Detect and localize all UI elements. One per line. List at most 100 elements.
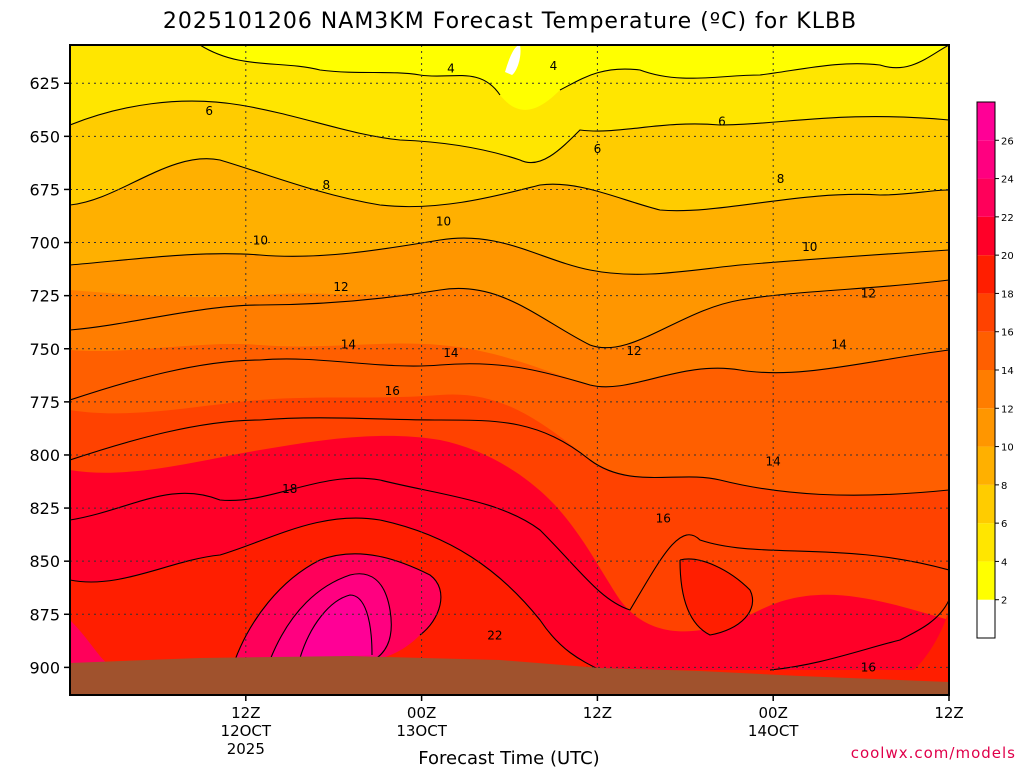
contour-line-right-warm xyxy=(679,558,754,636)
contour-label: 12 xyxy=(333,280,348,294)
contour-line-8 xyxy=(70,158,949,212)
contour-label: 12 xyxy=(861,287,876,301)
x-tick-label: 2025 xyxy=(227,740,265,758)
band-fill-right-corner xyxy=(900,610,949,695)
contour-label: 8 xyxy=(323,178,331,192)
colorbar-label: 2 xyxy=(1001,596,1007,607)
contour-label: 16 xyxy=(861,660,876,674)
x-tick-label: 12Z xyxy=(231,704,260,722)
contour-label: 6 xyxy=(718,114,726,128)
contour-line-10 xyxy=(70,237,949,275)
contour-label: 14 xyxy=(341,338,356,352)
contour-line-4-right xyxy=(559,45,949,91)
band-fill-right-warm xyxy=(680,559,753,635)
colorbar-label: 20 xyxy=(1001,251,1014,262)
contour-line-26 xyxy=(299,594,373,659)
y-tick-label: 650 xyxy=(29,127,60,146)
y-tick-label: 850 xyxy=(29,552,60,571)
colorbar-swatch xyxy=(977,446,995,485)
contour-label: 4 xyxy=(447,61,455,75)
contour-line-22 xyxy=(234,553,442,661)
colorbar-label: 14 xyxy=(1001,366,1014,377)
chart-title: 2025101206 NAM3KM Forecast Temperature (… xyxy=(163,9,857,34)
contour-line-12 xyxy=(70,279,949,349)
y-tick-label: 900 xyxy=(29,658,60,677)
x-tick-label: 12OCT xyxy=(221,722,272,740)
contour-label: 14 xyxy=(766,454,781,468)
colorbar-swatch xyxy=(977,140,995,179)
contour-lines xyxy=(70,45,949,671)
y-tick-label: 825 xyxy=(29,499,60,518)
grid-lines xyxy=(70,45,949,695)
contour-line-16 xyxy=(70,417,949,496)
y-axis: 625 650 675 700 725 750 775 800 825 850 875 900 xyxy=(29,74,70,677)
colorbar-swatch xyxy=(977,561,995,600)
x-tick-label: 13OCT xyxy=(396,722,447,740)
contour-labels: 4 4 6 6 6 8 8 10 10 10 12 12 12 14 14 14 14 16 16 16 18 22 xyxy=(205,59,876,674)
band-fill-cold-spot xyxy=(505,45,521,75)
x-tick-label: 12Z xyxy=(583,704,612,722)
colorbar-label: 10 xyxy=(1001,443,1014,454)
colorbar-label: 22 xyxy=(1001,213,1014,224)
y-tick-label: 875 xyxy=(29,605,60,624)
contour-label: 16 xyxy=(656,512,671,526)
band-fill-warm-core-24-26 xyxy=(300,595,372,658)
credit-text: coolwx.com/models xyxy=(851,744,1016,762)
colorbar-swatch xyxy=(977,216,995,256)
contour-line-18 xyxy=(70,477,949,611)
contour-label: 16 xyxy=(385,384,400,398)
terrain-fill xyxy=(70,656,949,695)
colorbar-label: 26 xyxy=(1001,136,1014,147)
x-tick-label: 14OCT xyxy=(748,722,799,740)
colorbar-label: 24 xyxy=(1001,175,1014,186)
contour-label: 6 xyxy=(205,104,213,118)
y-tick-label: 725 xyxy=(29,287,60,306)
band-fill-2-4 xyxy=(200,45,949,110)
contour-label: 8 xyxy=(777,172,785,186)
x-tick-label: 00Z xyxy=(407,704,436,722)
contour-label: 10 xyxy=(802,240,817,254)
contour-line-20 xyxy=(70,517,601,671)
contour-label: 22 xyxy=(487,629,502,643)
contour-label: 6 xyxy=(594,142,602,156)
contour-line-24 xyxy=(269,573,392,663)
x-tick-label: 12Z xyxy=(934,704,963,722)
colorbar-swatch xyxy=(977,408,995,447)
colorbar-label: 18 xyxy=(1001,289,1014,300)
contour-line-6 xyxy=(70,100,949,164)
plot-frame xyxy=(69,44,950,696)
contour-line-14 xyxy=(70,349,949,401)
colorbar-swatch xyxy=(977,331,995,370)
y-tick-label: 700 xyxy=(29,234,60,253)
colorbar-label: 6 xyxy=(1001,519,1007,530)
colorbar-swatch xyxy=(977,102,995,141)
x-axis-label: Forecast Time (UTC) xyxy=(418,748,599,768)
colorbar-label: 4 xyxy=(1001,557,1007,568)
y-tick-label: 775 xyxy=(29,393,60,412)
colorbar-swatch xyxy=(977,293,995,332)
contour-line-16-lower-right xyxy=(769,599,949,671)
colorbar-swatch xyxy=(977,484,995,524)
plot-area xyxy=(70,45,949,695)
contour-label: 18 xyxy=(282,482,297,496)
colorbar-label: 8 xyxy=(1001,481,1007,492)
x-tick-label: 00Z xyxy=(759,704,788,722)
contour-label: 14 xyxy=(443,346,458,360)
colorbar-swatch xyxy=(977,523,995,562)
band-fill-tail-warm xyxy=(70,620,110,665)
contour-label: 10 xyxy=(253,233,268,247)
y-tick-label: 800 xyxy=(29,446,60,465)
colorbar-label: 12 xyxy=(1001,404,1014,415)
colorbar-swatch xyxy=(977,178,995,217)
colorbar-swatch xyxy=(977,370,995,409)
colorbar-swatch xyxy=(977,599,995,638)
colorbar-label: 16 xyxy=(1001,328,1014,339)
y-tick-label: 750 xyxy=(29,340,60,359)
y-tick-label: 675 xyxy=(29,180,60,199)
contour-label: 12 xyxy=(626,344,641,358)
contour-label: 14 xyxy=(831,338,846,352)
contour-line-4-left xyxy=(199,45,501,96)
